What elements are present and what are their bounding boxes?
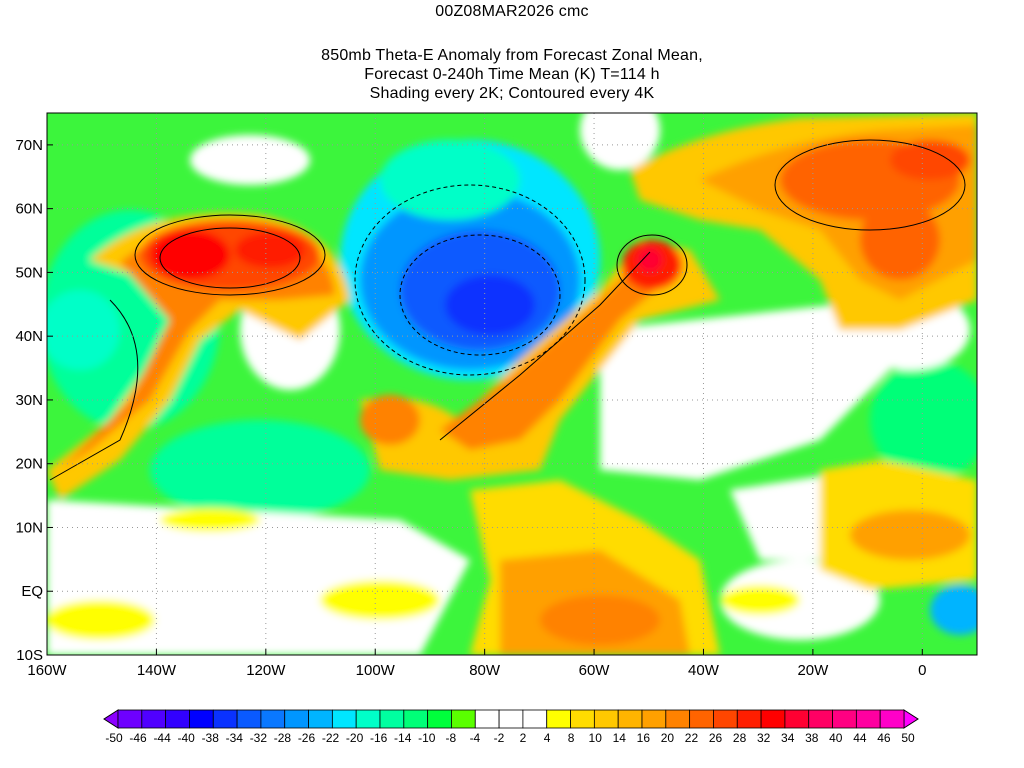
colorbar-swatch (736, 709, 762, 729)
colorbar-swatch (308, 709, 333, 729)
colorbar-swatch (760, 709, 786, 729)
title-line-2: 850mb Theta-E Anomaly from Forecast Zona… (321, 47, 703, 64)
title-line-1: 00Z08MAR2026 cmc (435, 3, 589, 20)
colorbar-label: 22 (685, 731, 699, 745)
colorbar-swatch (784, 709, 810, 729)
colorbar-low-arrow (103, 709, 119, 729)
colorbar-label: 20 (661, 731, 675, 745)
colorbar-swatch (808, 709, 833, 729)
colorbar-swatch (879, 709, 905, 729)
colorbar: -50 -46 -44 -40 -38 -34 -32 -28 -26 -22 -20 -16 -14-… (103, 709, 919, 745)
colorbar-high-arrow (903, 709, 919, 729)
lat-tick-label: 10N (15, 519, 43, 536)
colorbar-label: -22 (322, 731, 340, 745)
colorbar-label: 10 (589, 731, 603, 745)
lat-tick-label: 10S (16, 647, 43, 664)
lat-tick-label: 30N (15, 392, 43, 409)
colorbar-swatch (617, 709, 643, 729)
colorbar-label: -14 (394, 731, 412, 745)
colorbar-swatch (141, 709, 167, 729)
lon-tick-label: 120W (246, 662, 286, 679)
colorbar-label: 40 (829, 731, 843, 745)
colorbar-swatch (117, 709, 143, 729)
colorbar-label: -44 (153, 731, 171, 745)
colorbar-label: 28 (733, 731, 747, 745)
colorbar-label: -34 (226, 731, 244, 745)
colorbar-swatch (236, 709, 262, 729)
colorbar-swatch (331, 709, 357, 729)
colorbar-label: -16 (370, 731, 388, 745)
colorbar-swatch (665, 709, 691, 729)
colorbar-swatch (427, 709, 452, 729)
colorbar-swatch (593, 709, 619, 729)
graticule (47, 113, 977, 655)
lat-tick-label: 50N (15, 264, 43, 281)
colorbar-label: 26 (709, 731, 723, 745)
colorbar-swatch (379, 709, 405, 729)
plot-frame (46, 112, 978, 656)
colorbar-label: -46 (129, 731, 147, 745)
colorbar-label: -4 (470, 731, 481, 745)
lon-tick-label: 60W (579, 662, 611, 679)
colorbar-label: -26 (298, 731, 316, 745)
lon-tick-label: 40W (688, 662, 720, 679)
colorbar-swatch (641, 709, 667, 729)
lat-tick-label: EQ (21, 583, 43, 600)
colorbar-label: -40 (178, 731, 196, 745)
colorbar-swatch (260, 709, 286, 729)
lat-tick-label: 70N (15, 137, 43, 154)
colorbar-swatch (189, 709, 214, 729)
colorbar-label: -20 (346, 731, 364, 745)
lat-tick-label: 40N (15, 328, 43, 345)
colorbar-label: -38 (202, 731, 220, 745)
title-line-3: Forecast 0-240h Time Mean (K) T=114 h (364, 66, 660, 83)
colorbar-swatch (451, 709, 476, 729)
colorbar-swatch (689, 709, 714, 729)
colorbar-label: -2 (494, 731, 505, 745)
colorbar-label: 4 (544, 731, 551, 745)
colorbar-label: -28 (274, 731, 292, 745)
colorbar-label: -32 (250, 731, 268, 745)
colorbar-label: 44 (853, 731, 867, 745)
colorbar-swatch (546, 709, 571, 729)
lon-tick-label: 140W (137, 662, 177, 679)
lon-tick-label: 160W (27, 662, 67, 679)
lat-tick-label: 60N (15, 201, 43, 218)
colorbar-label: 34 (781, 731, 795, 745)
colorbar-label: 14 (613, 731, 627, 745)
colorbar-label: 46 (877, 731, 891, 745)
lon-tick-label: 100W (356, 662, 396, 679)
map-axes: 160W 140W 120W 100W 80W 60W 40W 20W 0 70N 60N 50N 40… (15, 137, 926, 679)
colorbar-swatch (355, 709, 381, 729)
colorbar-label: 2 (520, 731, 527, 745)
colorbar-swatch (713, 709, 738, 729)
colorbar-swatch (284, 709, 309, 729)
colorbar-label: 32 (757, 731, 771, 745)
colorbar-label: 8 (568, 731, 575, 745)
title-line-4: Shading every 2K; Contoured every 4K (369, 85, 655, 102)
colorbar-swatch (498, 709, 524, 729)
colorbar-swatch (474, 709, 500, 729)
colorbar-label: 38 (805, 731, 819, 745)
colorbar-swatch (832, 709, 857, 729)
lon-tick-label: 0 (918, 662, 926, 679)
colorbar-swatch (855, 709, 881, 729)
lat-tick-label: 20N (15, 456, 43, 473)
colorbar-swatch (403, 709, 429, 729)
colorbar-label: -10 (418, 731, 436, 745)
lon-tick-label: 80W (469, 662, 501, 679)
shaded-field (47, 113, 977, 655)
colorbar-label: -8 (446, 731, 457, 745)
colorbar-swatch (212, 709, 238, 729)
colorbar-swatch (570, 709, 595, 729)
colorbar-label: 50 (901, 731, 915, 745)
lon-tick-label: 20W (797, 662, 829, 679)
colorbar-swatch (522, 709, 548, 729)
colorbar-label: 16 (637, 731, 651, 745)
colorbar-swatch (165, 709, 190, 729)
colorbar-label: -50 (105, 731, 123, 745)
